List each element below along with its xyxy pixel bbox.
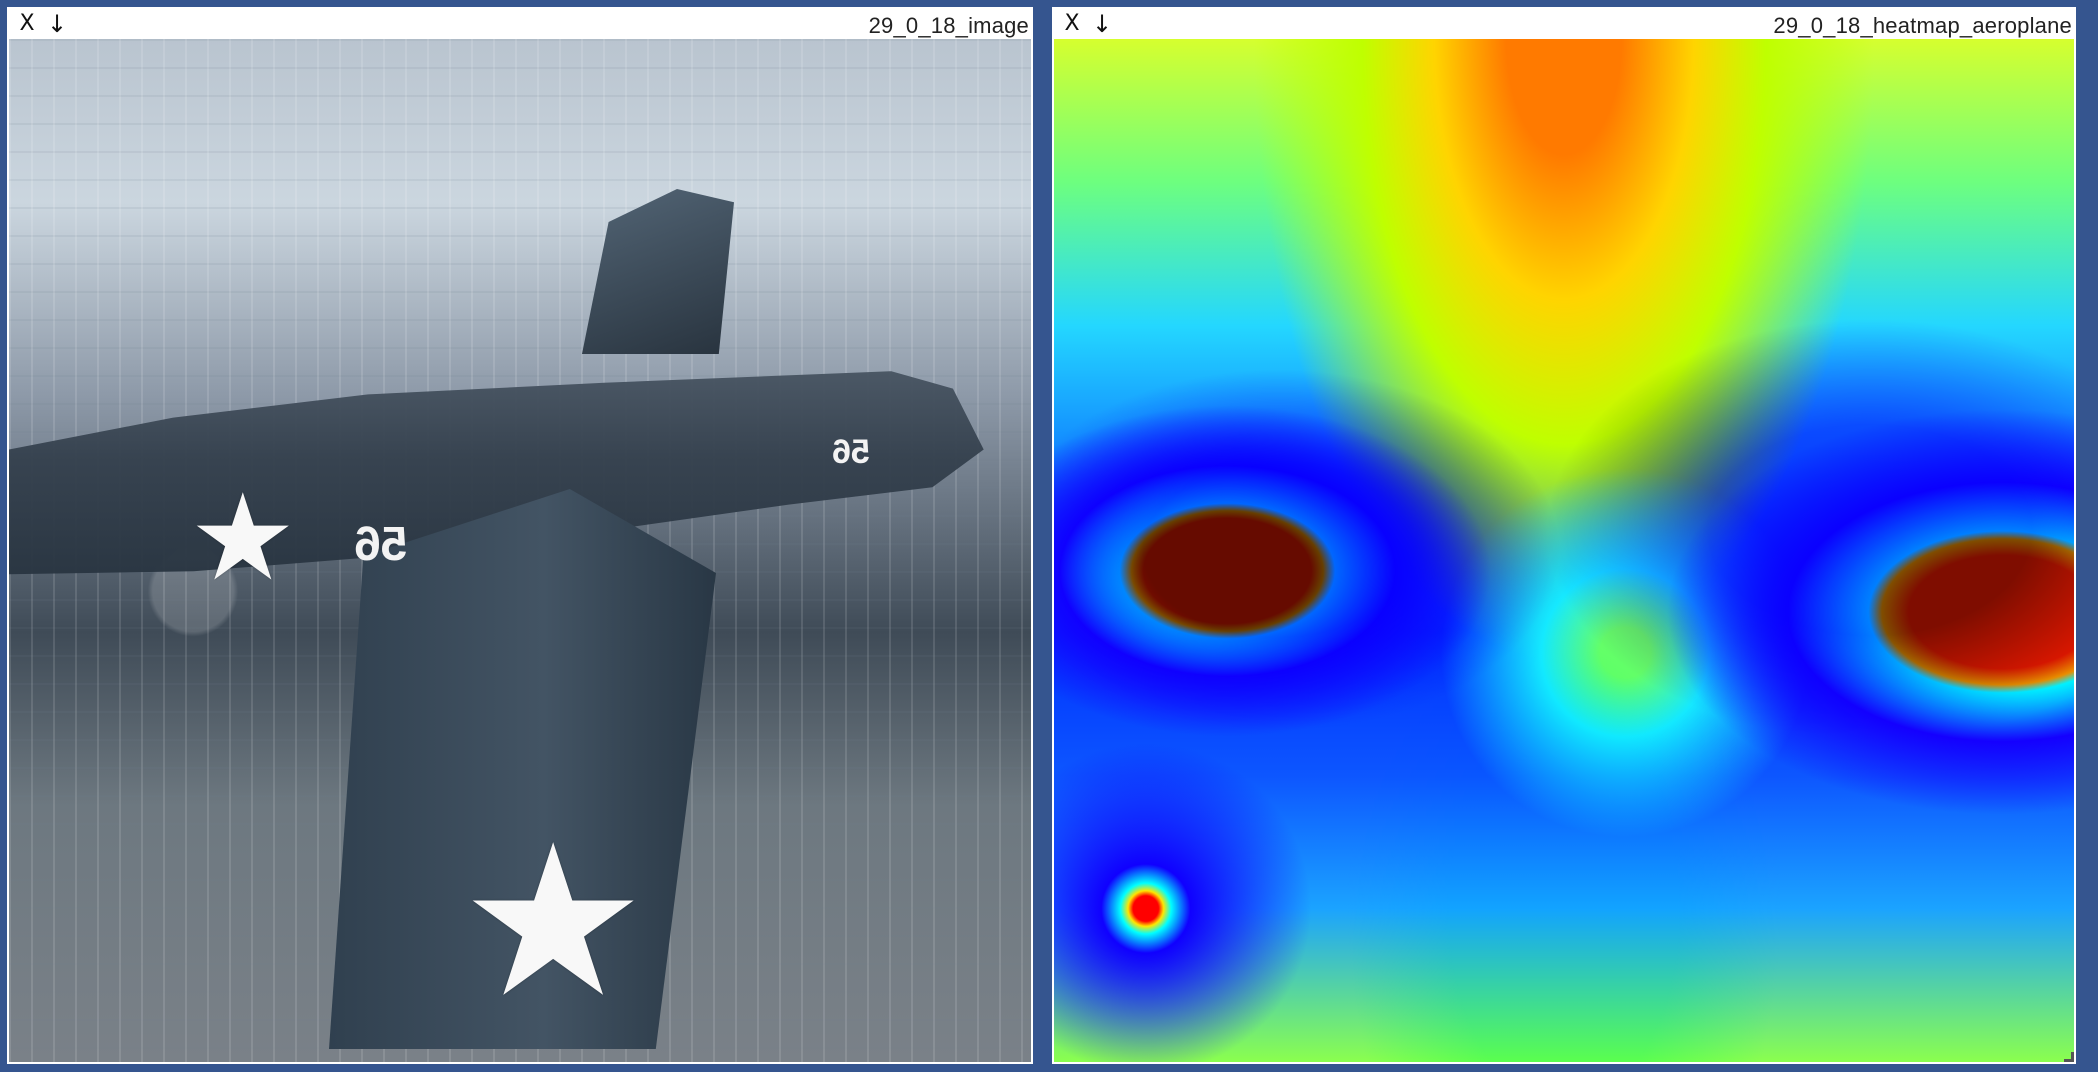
image-panel-titlebar: X ↓ 29_0_18_image	[9, 9, 1031, 39]
download-icon[interactable]: ↓	[46, 10, 68, 38]
heatmap-panel-title: 29_0_18_heatmap_aeroplane	[1773, 13, 2072, 38]
image-viewport: ★ ★ 56 56	[9, 39, 1031, 1062]
download-icon[interactable]: ↓	[1091, 10, 1113, 38]
close-icon[interactable]: X	[19, 11, 35, 36]
resize-corner-icon[interactable]	[2064, 1052, 2074, 1062]
close-icon[interactable]: X	[1064, 11, 1080, 36]
nose-number: 56	[832, 433, 870, 471]
aircraft-wing	[329, 489, 716, 1049]
wing-star-icon: ★	[459, 799, 648, 1044]
heatmap-shading	[1054, 39, 2074, 1062]
roundel-star-icon: ★	[189, 469, 297, 608]
heatmap-viewport	[1054, 39, 2074, 1062]
image-panel: X ↓ 29_0_18_image ★ ★ 56 56	[7, 7, 1033, 1064]
image-panel-title: 29_0_18_image	[868, 13, 1029, 38]
fuselage-number: 56	[354, 518, 408, 571]
heatmap-panel-titlebar: X ↓ 29_0_18_heatmap_aeroplane	[1054, 9, 2074, 39]
heatmap-panel: X ↓ 29_0_18_heatmap_aeroplane	[1052, 7, 2076, 1064]
